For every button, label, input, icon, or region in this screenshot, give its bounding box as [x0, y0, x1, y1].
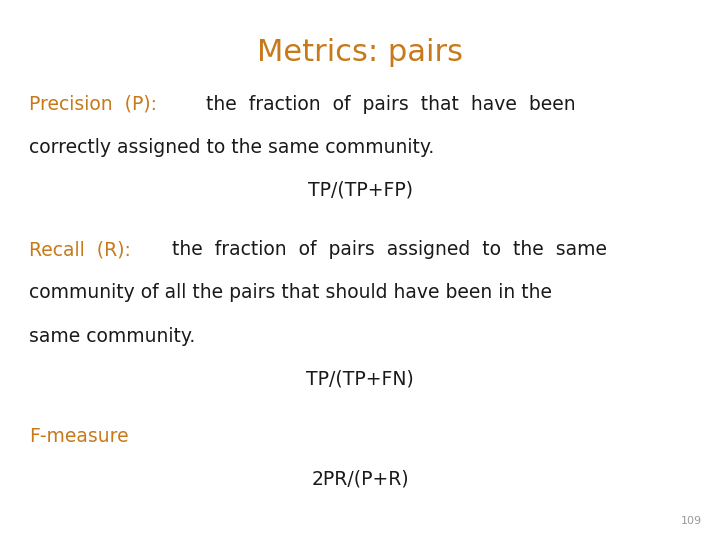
Text: correctly assigned to the same community.: correctly assigned to the same community…	[29, 138, 434, 157]
Text: Precision  (P):: Precision (P):	[29, 94, 157, 113]
Text: same community.: same community.	[29, 327, 195, 346]
Text: 2PR/(P+R): 2PR/(P+R)	[311, 470, 409, 489]
Text: Recall  (R):: Recall (R):	[29, 240, 130, 259]
Text: TP/(TP+FN): TP/(TP+FN)	[306, 370, 414, 389]
Text: the  fraction  of  pairs  assigned  to  the  same: the fraction of pairs assigned to the sa…	[161, 240, 607, 259]
Text: 109: 109	[681, 516, 702, 526]
Text: the  fraction  of  pairs  that  have  been: the fraction of pairs that have been	[194, 94, 575, 113]
Text: community of all the pairs that should have been in the: community of all the pairs that should h…	[29, 284, 552, 302]
Text: Metrics: pairs: Metrics: pairs	[257, 38, 463, 67]
Text: TP/(TP+FP): TP/(TP+FP)	[307, 181, 413, 200]
Text: F-measure: F-measure	[29, 427, 128, 446]
